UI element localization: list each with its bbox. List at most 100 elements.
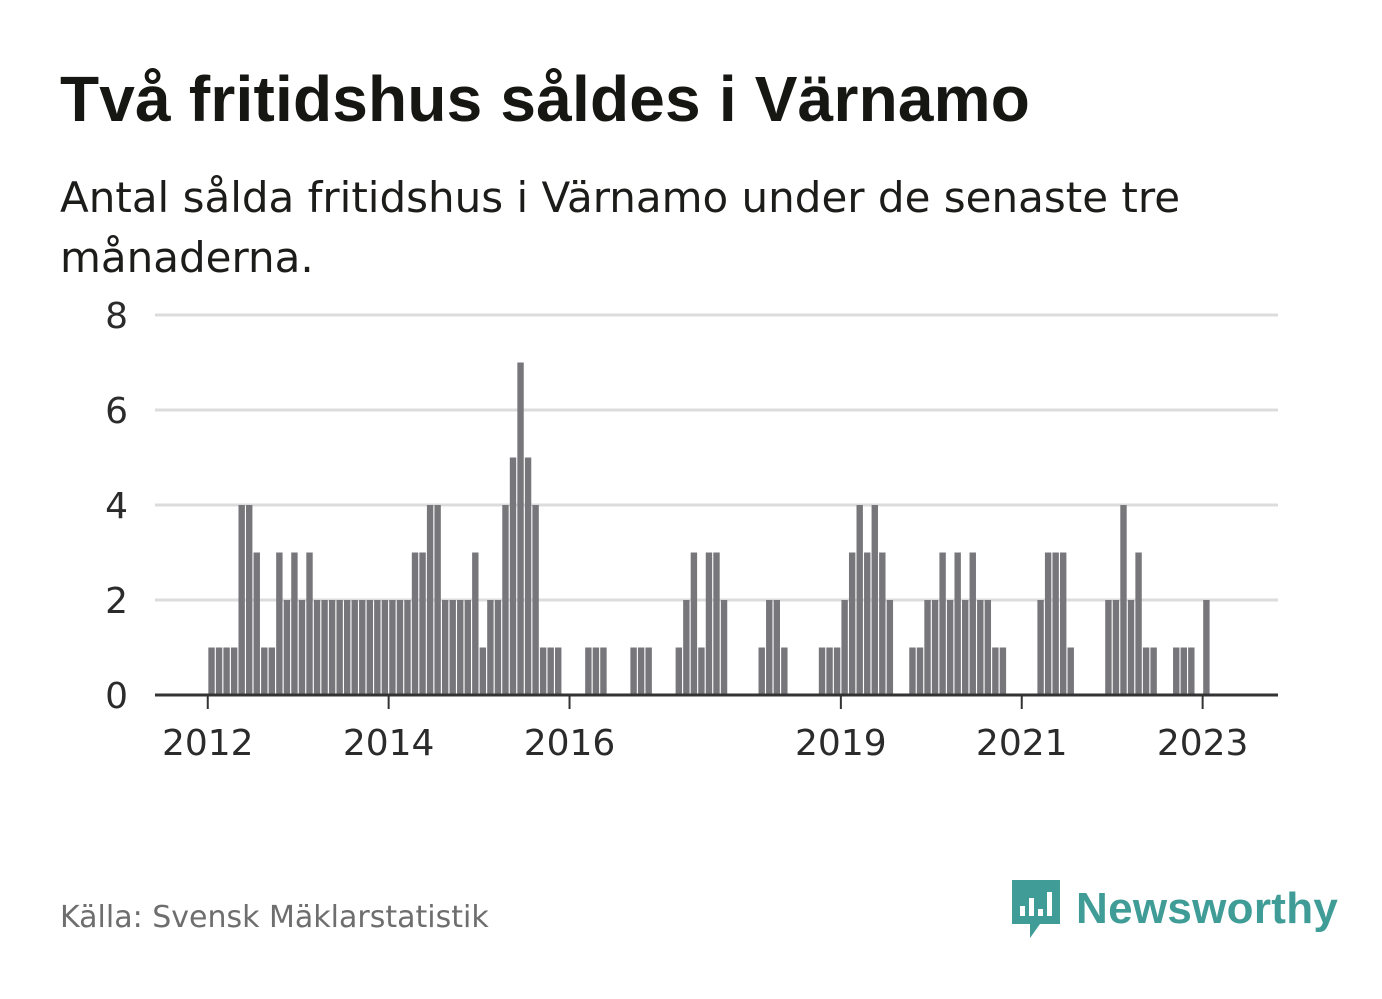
bar: [637, 647, 645, 695]
bar: [419, 552, 426, 695]
bar: [630, 647, 637, 695]
bar: [841, 600, 848, 695]
bar: [321, 600, 328, 695]
x-axis-tick-labels: 2012 2014 2016 2019 2021 2023: [162, 723, 1248, 764]
bar: [374, 600, 381, 695]
bar: [1188, 647, 1195, 695]
bar: [690, 552, 698, 695]
x-tick-label: 2016: [524, 723, 616, 764]
bar: [366, 600, 374, 695]
bar: [992, 647, 999, 695]
bar: [1067, 647, 1074, 695]
source-note: Källa: Svensk Mäklarstatistik: [60, 900, 489, 935]
bar: [931, 600, 939, 695]
bar: [472, 552, 479, 695]
y-axis-tick-labels: 0 2 4 6 8: [105, 296, 128, 717]
bar: [864, 552, 871, 695]
bar: [683, 600, 690, 695]
bar: [434, 505, 441, 695]
bar: [916, 647, 924, 695]
bar: [946, 600, 954, 695]
bar: [351, 600, 358, 695]
bar: [962, 600, 969, 695]
bar: [411, 552, 419, 695]
bar: [517, 362, 524, 695]
x-tick-label: 2012: [162, 723, 254, 764]
y-tick-label: 0: [105, 676, 128, 717]
bar: [1142, 647, 1150, 695]
bar: [984, 600, 992, 695]
bar: [818, 647, 826, 695]
bar: [766, 600, 773, 695]
bar: [389, 600, 396, 695]
bar: [713, 552, 720, 695]
bar: [291, 552, 298, 695]
bar: [230, 647, 238, 695]
bar: [457, 600, 464, 695]
bar: [924, 600, 931, 695]
bar: [1052, 552, 1059, 695]
chart-title: Två fritidshus såldes i Värnamo: [60, 63, 1031, 135]
bar: [826, 647, 833, 695]
bar: [848, 552, 856, 695]
bar: [592, 647, 600, 695]
bar: [479, 647, 487, 695]
bar: [396, 600, 404, 695]
bar: [1120, 505, 1127, 695]
bar: [698, 647, 705, 695]
bar: [336, 600, 343, 695]
newsworthy-logo-icon: [1012, 880, 1060, 938]
y-tick-label: 4: [105, 486, 128, 527]
bar: [283, 600, 291, 695]
bar: [856, 505, 863, 695]
bar: [1173, 647, 1180, 695]
bar: [494, 600, 502, 695]
bar: [705, 552, 713, 695]
bar: [441, 600, 449, 695]
y-tick-label: 6: [105, 391, 128, 432]
bar: [276, 552, 283, 695]
bar: [555, 647, 562, 695]
bar: [238, 505, 245, 695]
bar: [999, 647, 1007, 695]
bar: [253, 552, 260, 695]
bar: [977, 600, 984, 695]
bar: [773, 600, 780, 695]
bar: [1105, 600, 1112, 695]
bar: [524, 457, 532, 695]
bar: [1180, 647, 1187, 695]
bar: [547, 647, 554, 695]
bar: [328, 600, 336, 695]
bar: [1059, 552, 1067, 695]
x-tick-label: 2014: [343, 723, 435, 764]
bar: [1150, 647, 1157, 695]
bar: [645, 647, 652, 695]
bar: [600, 647, 607, 695]
bar: [1203, 600, 1210, 695]
bar-chart: 0 2 4 6 8 2012 2014 2016 2019 2021 2023: [105, 296, 1278, 764]
x-tick-label: 2019: [795, 723, 887, 764]
bar: [268, 647, 276, 695]
brand-logo[interactable]: Newsworthy: [1010, 878, 1338, 940]
bar: [585, 647, 592, 695]
bar: [1044, 552, 1052, 695]
bar: [954, 552, 961, 695]
bar: [886, 600, 894, 695]
bar: [246, 505, 253, 695]
bar: [833, 647, 841, 695]
bar: [426, 505, 434, 695]
bar: [939, 552, 946, 695]
bar: [298, 600, 306, 695]
bar: [969, 552, 976, 695]
bar: [1037, 600, 1044, 695]
bar: [223, 647, 230, 695]
bar: [464, 600, 471, 695]
x-tick-label: 2021: [976, 723, 1068, 764]
bar: [720, 600, 728, 695]
bar: [487, 600, 494, 695]
chart-subtitle: Antal sålda fritidshus i Värnamo under d…: [60, 173, 1181, 282]
y-tick-label: 8: [105, 296, 128, 337]
bar: [758, 647, 765, 695]
bar: [1127, 600, 1135, 695]
bar: [449, 600, 456, 695]
